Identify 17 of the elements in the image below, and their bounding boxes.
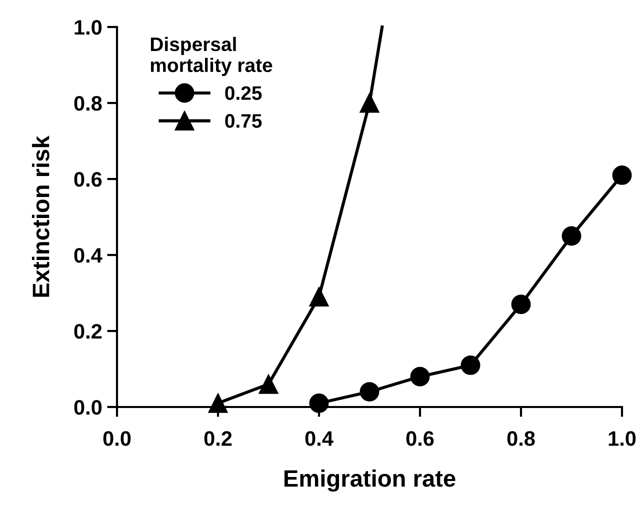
y-tick-label: 0.0 bbox=[74, 400, 102, 415]
x-tick-label: 0.0 bbox=[103, 431, 131, 446]
y-axis-title: Extinction risk bbox=[32, 136, 50, 297]
y-tick-label: 0.8 bbox=[74, 96, 102, 111]
x-tick-label: 0.4 bbox=[305, 431, 334, 446]
legend-label: 0.75 bbox=[225, 114, 262, 128]
legend-label: 0.25 bbox=[225, 86, 262, 100]
x-tick-label: 1.0 bbox=[608, 431, 636, 446]
y-tick-label: 0.4 bbox=[74, 248, 102, 263]
y-tick-label: 0.2 bbox=[74, 324, 102, 339]
x-tick-label: 0.8 bbox=[507, 431, 535, 446]
y-tick-label: 1.0 bbox=[74, 20, 102, 35]
legend-title: Dispersal mortality rate bbox=[150, 36, 272, 76]
x-tick-label: 0.6 bbox=[406, 431, 434, 446]
x-tick-label: 0.2 bbox=[204, 431, 232, 446]
y-tick-label: 0.6 bbox=[74, 172, 102, 187]
x-axis-title: Emigration rate bbox=[284, 469, 456, 492]
